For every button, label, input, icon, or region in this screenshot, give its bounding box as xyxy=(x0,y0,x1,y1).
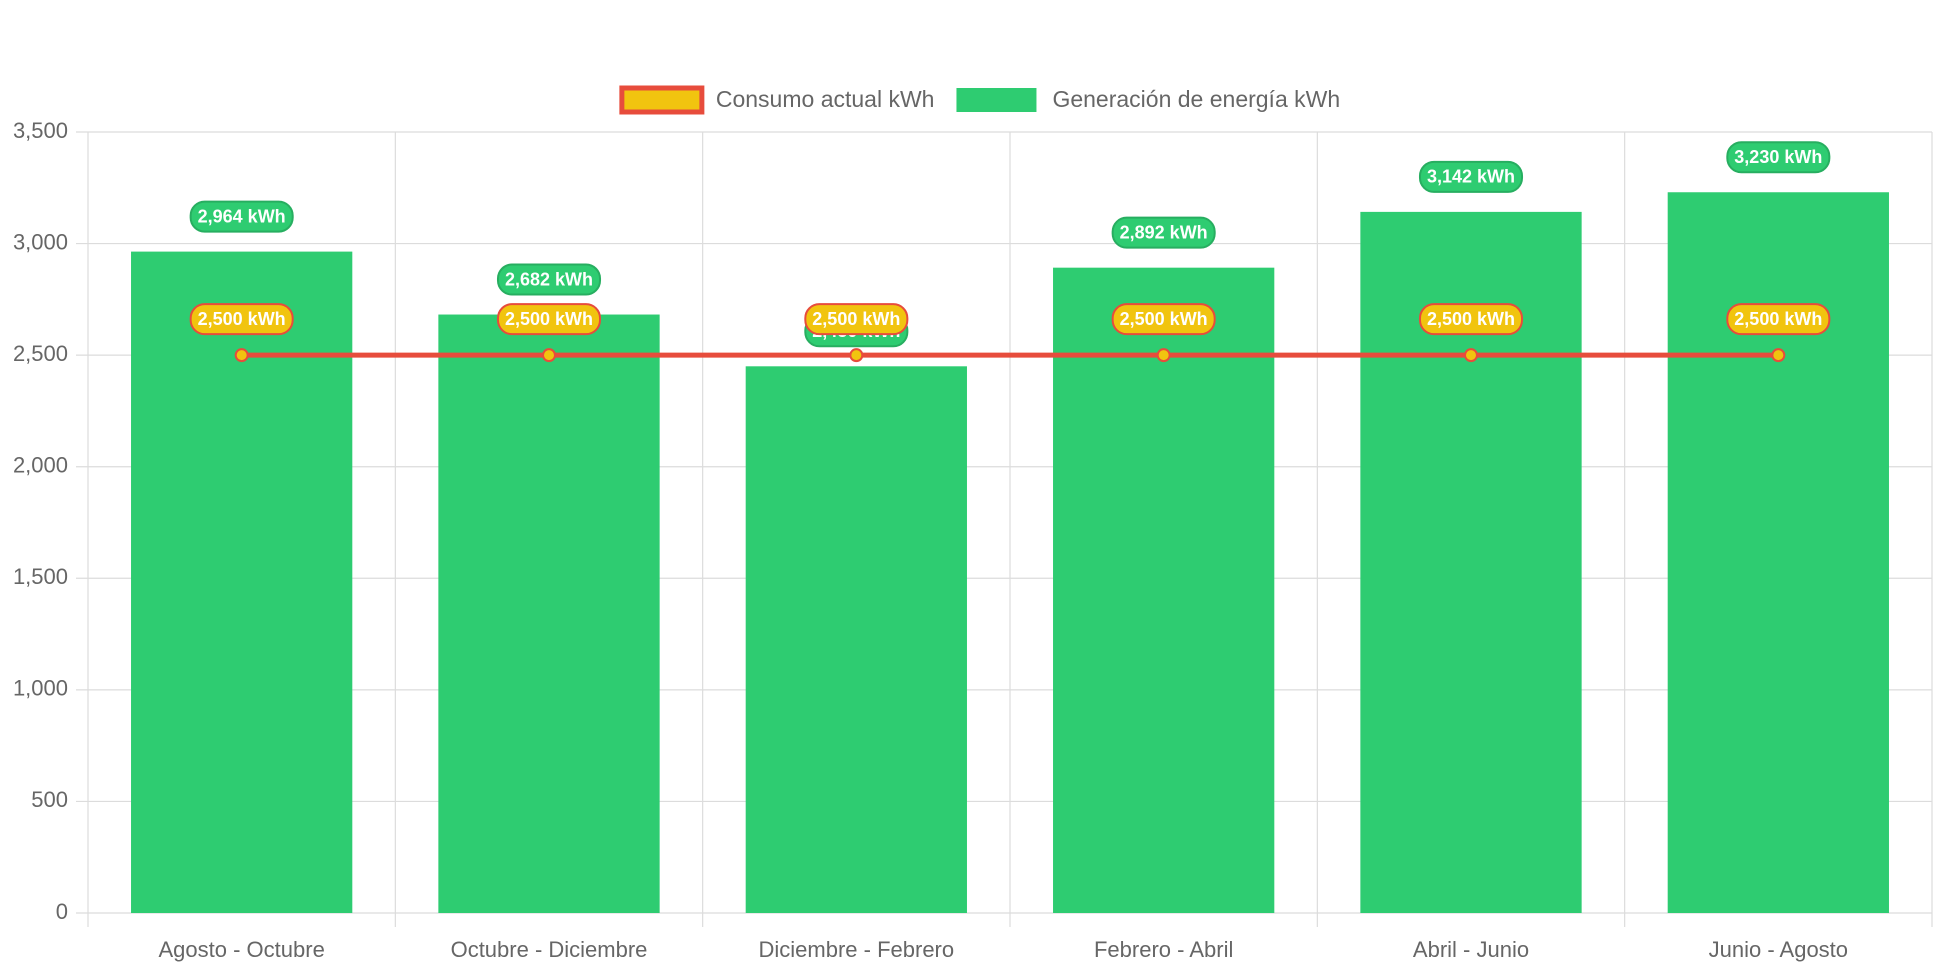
value-label-text: 2,500 kWh xyxy=(1734,309,1822,329)
y-tick-label: 3,500 xyxy=(13,118,68,143)
line-point xyxy=(849,348,864,363)
bar xyxy=(745,366,967,913)
value-label-bg xyxy=(1111,216,1216,249)
y-tick-label: 0 xyxy=(56,899,68,924)
y-tick-label: 500 xyxy=(31,787,68,812)
legend-swatch xyxy=(619,85,705,115)
value-label-text: 2,500 kWh xyxy=(1427,309,1515,329)
line-point xyxy=(234,348,249,363)
value-label: 2,500 kWh xyxy=(1726,303,1831,336)
value-label-text: 3,230 kWh xyxy=(1734,147,1822,167)
legend-label: Consumo actual kWh xyxy=(716,86,935,112)
line-point xyxy=(1156,348,1171,363)
y-tick-label: 1,500 xyxy=(13,564,68,589)
value-label-bg xyxy=(496,263,602,296)
value-label-bg xyxy=(189,200,294,233)
value-label: 2,500 kWh xyxy=(189,303,294,336)
line-point xyxy=(1464,348,1478,363)
y-tick-label: 3,000 xyxy=(13,229,68,254)
value-label-text: 2,500 kWh xyxy=(505,309,593,329)
value-label-text: 2,892 kWh xyxy=(1120,222,1208,242)
value-label: 3,230 kWh xyxy=(1726,141,1831,174)
x-tick-label: Diciembre - Febrero xyxy=(759,937,955,962)
x-tick-label: Octubre - Diciembre xyxy=(451,937,648,962)
value-label-bg xyxy=(496,303,602,336)
value-label-text: 3,142 kWh xyxy=(1427,167,1515,187)
value-label: 3,142 kWh xyxy=(1418,160,1524,193)
value-label: 2,892 kWh xyxy=(1111,216,1216,249)
line-point xyxy=(1771,348,1786,363)
value-label-text: 2,682 kWh xyxy=(505,269,593,289)
x-tick-label: Agosto - Octubre xyxy=(159,937,325,962)
bar xyxy=(438,314,660,913)
value-label: 2,500 kWh xyxy=(1111,303,1216,336)
bar xyxy=(1667,192,1889,914)
line-point xyxy=(542,348,556,363)
value-label-bg xyxy=(1726,303,1831,336)
x-tick-label: Abril - Junio xyxy=(1413,937,1529,962)
value-label: 2,500 kWh xyxy=(496,303,602,336)
value-label: 2,500 kWh xyxy=(804,303,909,336)
value-label-text: 2,500 kWh xyxy=(198,309,286,329)
value-label-bg xyxy=(189,303,294,336)
value-label-bg xyxy=(1418,303,1524,336)
y-tick-label: 2,000 xyxy=(13,453,68,478)
value-label-text: 2,964 kWh xyxy=(198,206,286,226)
value-label: 2,682 kWh xyxy=(496,263,602,296)
value-label-text: 2,500 kWh xyxy=(812,309,900,329)
value-label-bg xyxy=(1418,160,1524,193)
value-label: 2,500 kWh xyxy=(1418,303,1524,336)
value-label-bg xyxy=(1111,303,1216,336)
y-tick-label: 1,000 xyxy=(13,676,68,701)
legend: Consumo actual kWh Generación de energía … xyxy=(619,85,1340,115)
legend-label: Generación de energía kWh xyxy=(1052,86,1340,112)
value-label-bg xyxy=(804,303,909,336)
x-tick-label: Febrero - Abril xyxy=(1094,937,1233,962)
value-label-text: 2,500 kWh xyxy=(1120,309,1208,329)
value-label: 2,964 kWh xyxy=(189,200,294,233)
legend-swatch xyxy=(956,88,1037,112)
x-tick-label: Junio - Agosto xyxy=(1709,937,1848,962)
bar xyxy=(1053,267,1275,913)
value-label-bg xyxy=(1726,141,1831,174)
y-tick-label: 2,500 xyxy=(13,341,68,366)
